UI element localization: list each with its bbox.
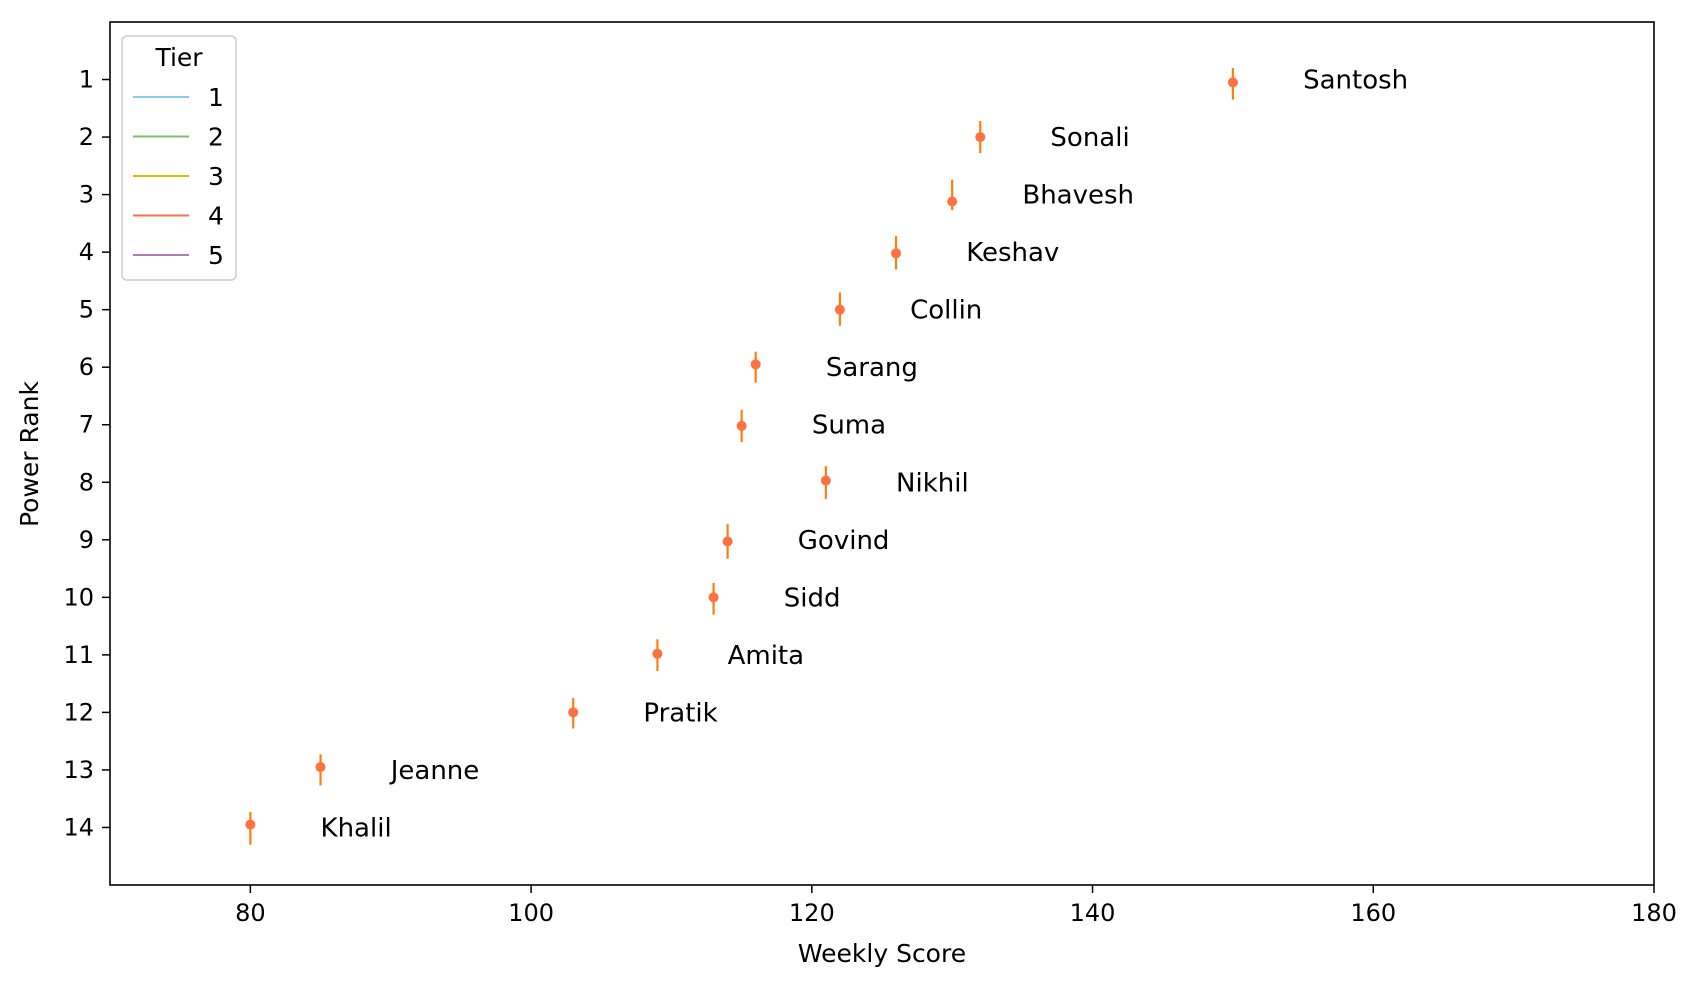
y-tick-label: 6 — [79, 353, 94, 381]
legend-label: 5 — [208, 241, 224, 270]
legend: Tier 1 2 3 4 5 — [121, 35, 237, 281]
x-tick-label: 160 — [1350, 899, 1396, 927]
data-point — [568, 707, 579, 718]
data-point — [975, 132, 986, 143]
data-point — [708, 592, 719, 603]
data-point — [245, 819, 256, 830]
x-tick-label: 100 — [508, 899, 554, 927]
y-tick-label: 5 — [79, 296, 94, 324]
x-tick-label: 120 — [789, 899, 835, 927]
point-label: Suma — [812, 411, 886, 441]
y-axis-title: Power Rank — [15, 380, 44, 527]
y-tick-label: 14 — [63, 813, 94, 841]
x-tick-label: 80 — [235, 899, 266, 927]
data-point — [315, 762, 326, 773]
y-tick-label: 7 — [79, 411, 94, 439]
data-point — [750, 359, 761, 370]
point-label: Khalil — [321, 813, 392, 843]
x-tick-label: 180 — [1631, 899, 1677, 927]
legend-label: 1 — [208, 83, 224, 112]
point-label: Sonali — [1050, 123, 1129, 153]
y-tick-label: 12 — [63, 698, 94, 726]
y-tick-label: 10 — [63, 583, 94, 611]
point-label: Govind — [798, 526, 890, 556]
x-tick-label: 140 — [1070, 899, 1116, 927]
data-point — [820, 475, 831, 486]
y-tick-label: 1 — [79, 66, 94, 94]
y-tick-label: 2 — [79, 123, 94, 151]
data-point — [947, 196, 958, 207]
legend-label: 2 — [208, 123, 224, 152]
point-label: Collin — [910, 296, 982, 326]
legend-label: 3 — [208, 162, 224, 191]
legend-label: 4 — [208, 202, 224, 231]
y-tick-label: 13 — [63, 756, 94, 784]
point-label: Nikhil — [896, 468, 969, 498]
data-point — [891, 248, 902, 259]
data-point — [652, 648, 663, 659]
data-point — [1227, 77, 1238, 88]
data-marks: Santosh Sonali Bhavesh Keshav Collin Sarang Su… — [245, 66, 1408, 845]
point-label: Santosh — [1303, 66, 1408, 96]
point-label: Amita — [728, 641, 804, 671]
data-point — [722, 536, 733, 547]
point-label: Pratik — [643, 698, 717, 728]
y-tick-label: 8 — [79, 468, 94, 496]
point-label: Jeanne — [389, 756, 480, 786]
point-label: Keshav — [966, 238, 1059, 268]
data-point — [736, 420, 747, 431]
x-axis-title: Weekly Score — [798, 939, 966, 968]
y-tick-label: 3 — [79, 181, 94, 209]
point-label: Sarang — [826, 353, 918, 383]
y-tick-label: 4 — [79, 238, 94, 266]
y-tick-label: 11 — [63, 641, 94, 669]
data-point — [834, 304, 845, 315]
plot-frame — [109, 21, 1655, 886]
point-label: Bhavesh — [1022, 181, 1134, 211]
y-tick-label: 9 — [79, 526, 94, 554]
legend-title: Tier — [154, 43, 203, 72]
point-label: Sidd — [784, 583, 841, 613]
plot-area — [110, 22, 1654, 885]
